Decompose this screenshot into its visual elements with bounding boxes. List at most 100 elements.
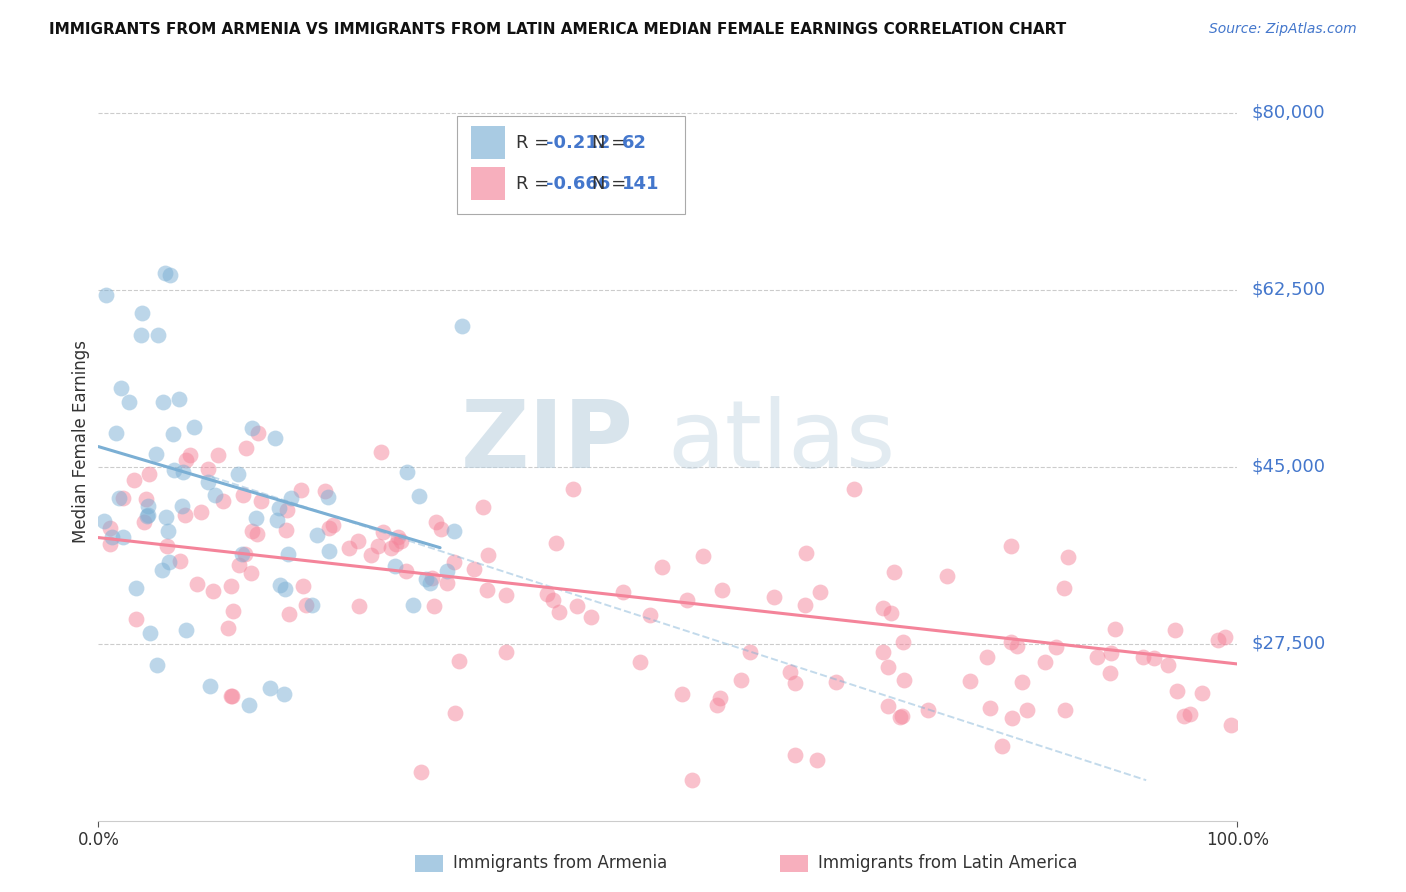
- Point: [676, 593, 699, 607]
- Point: [420, 571, 443, 585]
- Point: [1191, 686, 1213, 700]
- Point: [1001, 711, 1024, 725]
- Point: [100, 530, 122, 544]
- Point: [709, 691, 731, 706]
- Point: [174, 508, 197, 522]
- Point: [162, 463, 184, 477]
- Point: [136, 499, 159, 513]
- Point: [779, 665, 801, 679]
- Point: [959, 673, 981, 688]
- Point: [891, 635, 914, 649]
- Point: [384, 559, 406, 574]
- Bar: [471, 126, 505, 160]
- Point: [157, 524, 180, 538]
- Point: [436, 564, 458, 578]
- Point: [1005, 639, 1028, 653]
- Point: [221, 578, 243, 592]
- Point: [1052, 581, 1074, 595]
- Point: [360, 548, 382, 562]
- Point: [179, 448, 201, 462]
- Point: [132, 515, 155, 529]
- Point: [730, 673, 752, 688]
- Point: [150, 563, 173, 577]
- Point: [1054, 703, 1077, 717]
- Point: [543, 592, 565, 607]
- Text: N =: N =: [592, 134, 631, 152]
- Point: [273, 688, 295, 702]
- Point: [395, 564, 418, 578]
- Point: [976, 650, 998, 665]
- Point: [264, 431, 287, 445]
- Point: [228, 558, 250, 572]
- Point: [136, 508, 159, 523]
- Point: [125, 581, 148, 595]
- Point: [706, 698, 728, 713]
- Point: [250, 494, 273, 508]
- Point: [226, 467, 249, 481]
- Point: [139, 625, 162, 640]
- Point: [247, 426, 270, 441]
- Point: [785, 675, 807, 690]
- Point: [640, 608, 662, 623]
- Point: [402, 598, 425, 612]
- Point: [347, 599, 370, 614]
- Point: [380, 541, 402, 555]
- Point: [371, 524, 394, 539]
- Point: [443, 555, 465, 569]
- Point: [408, 488, 430, 502]
- Point: [131, 306, 153, 320]
- Point: [231, 547, 253, 561]
- Point: [1132, 650, 1154, 665]
- Point: [561, 482, 583, 496]
- Point: [612, 585, 634, 599]
- Point: [322, 518, 344, 533]
- Point: [233, 547, 256, 561]
- Point: [872, 644, 894, 658]
- Point: [307, 528, 329, 542]
- Point: [1057, 550, 1080, 565]
- Point: [204, 488, 226, 502]
- Point: [105, 426, 128, 441]
- Point: [793, 598, 815, 612]
- Point: [156, 540, 179, 554]
- Point: [172, 465, 194, 479]
- Point: [222, 604, 245, 618]
- Point: [98, 521, 121, 535]
- Point: [1173, 709, 1195, 723]
- Point: [763, 590, 786, 604]
- Point: [444, 706, 467, 720]
- Point: [162, 427, 184, 442]
- Point: [808, 584, 831, 599]
- Text: $45,000: $45,000: [1251, 458, 1326, 475]
- Point: [415, 572, 437, 586]
- Text: $27,500: $27,500: [1251, 635, 1326, 653]
- Point: [472, 500, 495, 514]
- Point: [246, 526, 269, 541]
- Point: [1098, 665, 1121, 680]
- Point: [314, 483, 336, 498]
- Point: [157, 555, 180, 569]
- Point: [301, 598, 323, 612]
- Point: [259, 681, 281, 695]
- Point: [201, 583, 224, 598]
- Text: N =: N =: [592, 175, 631, 193]
- Point: [880, 606, 903, 620]
- Point: [197, 475, 219, 490]
- Point: [138, 467, 160, 482]
- Point: [1000, 634, 1022, 648]
- Text: IMMIGRANTS FROM ARMENIA VS IMMIGRANTS FROM LATIN AMERICA MEDIAN FEMALE EARNINGS : IMMIGRANTS FROM ARMENIA VS IMMIGRANTS FR…: [49, 22, 1067, 37]
- Point: [423, 599, 446, 614]
- Text: Immigrants from Latin America: Immigrants from Latin America: [818, 855, 1077, 872]
- Point: [1164, 623, 1187, 637]
- Point: [396, 465, 419, 479]
- Point: [1000, 539, 1022, 553]
- Point: [1045, 640, 1067, 654]
- Point: [891, 708, 914, 723]
- Point: [740, 645, 762, 659]
- Point: [174, 623, 197, 637]
- Point: [110, 381, 132, 395]
- Point: [449, 654, 471, 668]
- Point: [122, 473, 145, 487]
- Point: [495, 645, 517, 659]
- Point: [425, 515, 447, 529]
